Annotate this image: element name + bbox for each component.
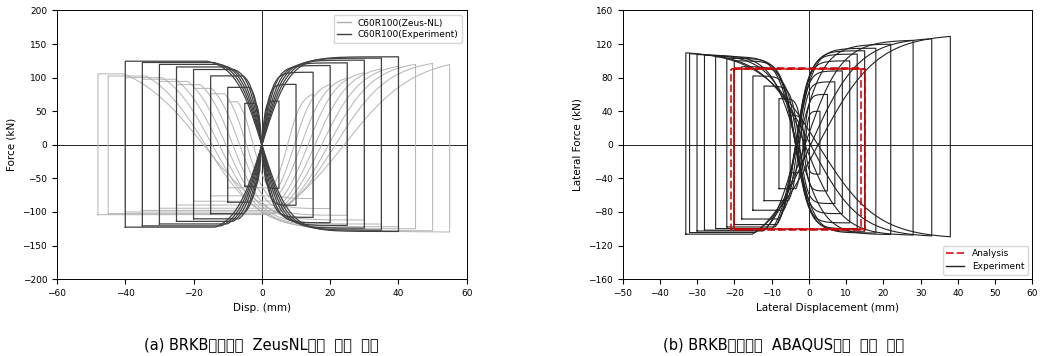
Legend: Analysis, Experiment: Analysis, Experiment	[943, 246, 1028, 275]
Y-axis label: Lateral Force (kN): Lateral Force (kN)	[573, 98, 582, 191]
X-axis label: Lateral Displacement (mm): Lateral Displacement (mm)	[756, 303, 899, 313]
X-axis label: Disp. (mm): Disp. (mm)	[233, 303, 291, 313]
Text: (b) BRKB실험체와  ABAQUS해석  결과  비교: (b) BRKB실험체와 ABAQUS해석 결과 비교	[664, 337, 904, 352]
Y-axis label: Force (kN): Force (kN)	[7, 118, 17, 172]
Text: (a) BRKB실험체와  ZeusNL해석  결과  비교: (a) BRKB실험체와 ZeusNL해석 결과 비교	[144, 337, 378, 352]
Legend: C60R100(Zeus-NL), C60R100(Experiment): C60R100(Zeus-NL), C60R100(Experiment)	[333, 15, 462, 43]
